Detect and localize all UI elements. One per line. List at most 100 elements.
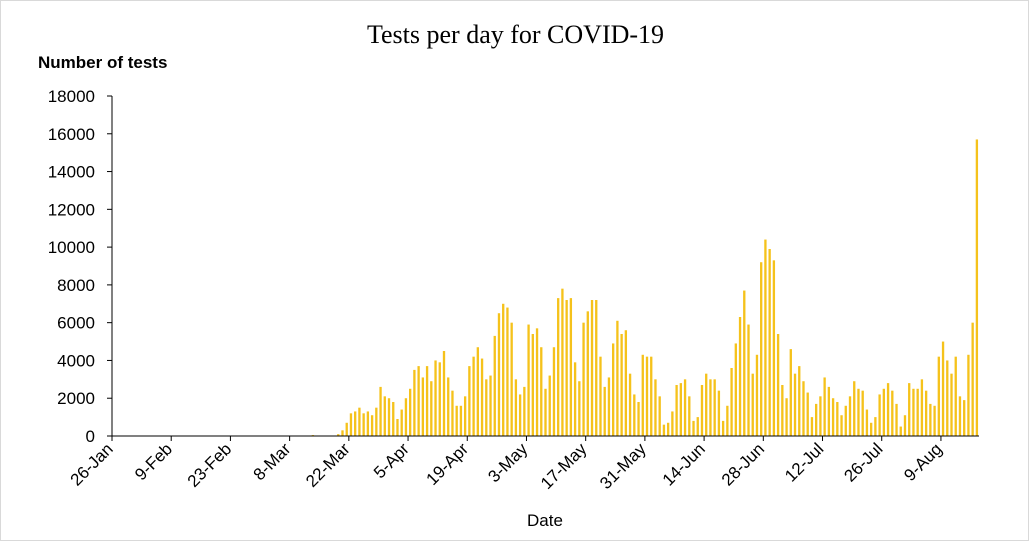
bar <box>375 407 378 436</box>
bar <box>789 349 792 436</box>
bar <box>493 335 496 436</box>
bar <box>683 379 687 436</box>
bar <box>637 402 640 436</box>
x-tick-label: 31-May <box>596 439 650 493</box>
bar <box>908 383 911 436</box>
bar <box>341 430 344 436</box>
bar <box>337 434 340 436</box>
bar <box>730 368 733 436</box>
bar <box>396 419 399 436</box>
bar <box>747 324 750 436</box>
bar <box>662 424 666 436</box>
bar <box>616 320 619 436</box>
bar <box>709 379 712 436</box>
y-tick-label: 12000 <box>48 200 95 219</box>
bar <box>506 307 509 436</box>
x-tick-label: 12-Jul <box>781 439 827 485</box>
bar <box>929 403 932 436</box>
x-tick-label: 22-Mar <box>302 439 354 491</box>
bar <box>463 396 467 436</box>
bar <box>865 409 869 436</box>
bar <box>354 411 357 436</box>
bar <box>666 422 670 436</box>
bar <box>518 394 522 436</box>
bar <box>451 390 454 436</box>
bar <box>971 322 974 436</box>
bar <box>476 347 479 436</box>
bar <box>383 396 386 436</box>
bar <box>886 383 890 436</box>
bar <box>950 373 953 436</box>
bar <box>954 356 957 436</box>
bar <box>595 300 598 436</box>
bar <box>552 347 556 436</box>
bar <box>468 366 471 436</box>
y-tick-label: 2000 <box>57 389 95 408</box>
bar <box>345 422 348 436</box>
bar <box>823 377 826 436</box>
y-tick-label: 6000 <box>57 314 95 333</box>
bar <box>641 354 644 436</box>
bar <box>370 415 374 436</box>
x-tick-label: 19-Apr <box>423 439 473 489</box>
bar <box>781 385 784 436</box>
bar <box>540 347 543 436</box>
bar <box>582 322 585 436</box>
bar <box>455 405 458 436</box>
bar <box>404 398 408 436</box>
bar <box>590 300 594 436</box>
bar <box>853 381 856 436</box>
bar <box>920 379 924 436</box>
bar <box>793 373 797 436</box>
bar <box>764 239 767 436</box>
bar <box>891 390 894 436</box>
bar <box>755 354 759 436</box>
bar <box>557 298 560 436</box>
bar <box>434 360 437 436</box>
bar <box>366 411 370 436</box>
chart-title: Tests per day for COVID-19 <box>366 20 665 49</box>
bar <box>489 375 492 436</box>
y-tick-label: 8000 <box>57 276 95 295</box>
bar <box>510 322 513 436</box>
bar <box>485 379 488 436</box>
y-tick-label: 0 <box>86 427 95 446</box>
bar <box>387 398 391 436</box>
bar <box>798 366 801 436</box>
bar <box>392 402 395 436</box>
bar <box>569 298 573 436</box>
bar <box>861 390 864 436</box>
bar <box>899 426 902 436</box>
bar <box>358 407 361 436</box>
bar <box>700 385 704 436</box>
bar <box>692 420 695 436</box>
bar <box>912 388 915 436</box>
x-tick-label: 23-Feb <box>184 439 236 491</box>
bar <box>409 388 412 436</box>
bar <box>679 383 682 436</box>
bar <box>612 343 615 436</box>
bar <box>349 413 353 436</box>
bar <box>447 377 450 436</box>
bar <box>624 330 628 436</box>
x-tick-label: 28-Jun <box>718 439 768 489</box>
bar <box>671 411 674 436</box>
y-tick-label: 18000 <box>48 87 95 106</box>
x-axis-label: Date <box>527 511 563 530</box>
bar <box>810 417 814 436</box>
bar <box>620 334 623 436</box>
bar <box>607 377 611 436</box>
bar <box>675 385 678 436</box>
bar <box>565 300 568 436</box>
bar <box>734 343 737 436</box>
bar <box>544 388 547 436</box>
bar <box>362 413 365 436</box>
x-tick-label: 3-May <box>484 439 531 486</box>
bar <box>654 379 657 436</box>
bar <box>903 415 907 436</box>
x-tick-label: 17-May <box>537 439 591 493</box>
bar <box>650 356 653 436</box>
bar <box>768 249 771 436</box>
